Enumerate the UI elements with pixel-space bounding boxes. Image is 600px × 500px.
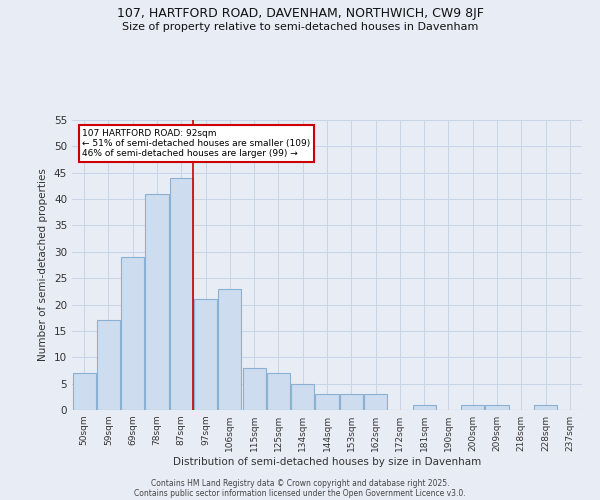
Bar (170, 178, 193, 410)
X-axis label: Distribution of semi-detached houses by size in Davenham: Distribution of semi-detached houses by … (173, 457, 481, 467)
Bar (194, 300, 217, 410)
Bar (267, 373, 290, 410)
Bar (121, 257, 144, 410)
Text: Contains HM Land Registry data © Crown copyright and database right 2025.: Contains HM Land Registry data © Crown c… (151, 478, 449, 488)
Text: Contains public sector information licensed under the Open Government Licence v3: Contains public sector information licen… (134, 488, 466, 498)
Bar (340, 394, 363, 410)
Text: 107 HARTFORD ROAD: 92sqm
← 51% of semi-detached houses are smaller (109)
46% of : 107 HARTFORD ROAD: 92sqm ← 51% of semi-d… (82, 128, 310, 158)
Y-axis label: Number of semi-detached properties: Number of semi-detached properties (38, 168, 49, 362)
Bar (461, 404, 484, 410)
Bar (316, 394, 338, 410)
Bar (242, 368, 266, 410)
Bar (534, 404, 557, 410)
Bar (485, 404, 509, 410)
Bar (413, 404, 436, 410)
Bar (73, 373, 95, 410)
Text: Size of property relative to semi-detached houses in Davenham: Size of property relative to semi-detach… (122, 22, 478, 32)
Text: 107, HARTFORD ROAD, DAVENHAM, NORTHWICH, CW9 8JF: 107, HARTFORD ROAD, DAVENHAM, NORTHWICH,… (116, 8, 484, 20)
Bar (291, 384, 314, 410)
Bar (97, 320, 120, 410)
Bar (145, 194, 169, 410)
Bar (218, 288, 241, 410)
Bar (364, 394, 387, 410)
